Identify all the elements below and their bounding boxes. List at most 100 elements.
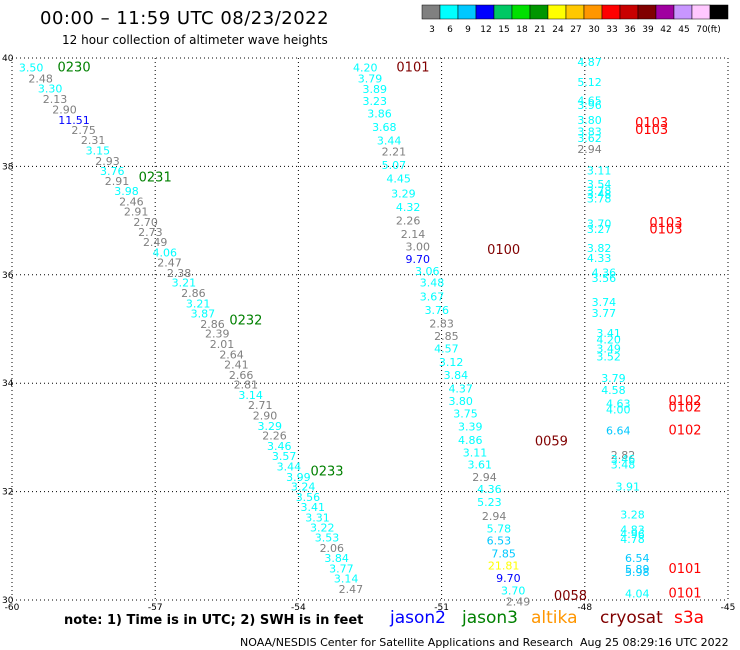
wave-height-value: 3.57 [272, 450, 297, 463]
x-tick-label: -51 [434, 603, 449, 613]
colorbar-label: 15 [498, 25, 509, 35]
pass-time-label: 0059 [535, 435, 568, 450]
wave-height-value: 3.86 [367, 108, 392, 121]
wave-height-value: 2.48 [28, 72, 53, 85]
legend-s3a: s3a [674, 608, 705, 628]
wave-height-value: 3.30 [38, 83, 63, 96]
colorbar-label: 33 [606, 25, 617, 35]
wave-height-value: 3.46 [611, 453, 636, 466]
wave-height-value: 2.13 [43, 93, 68, 106]
wave-height-value: 3.53 [315, 531, 340, 544]
colorbar-label: 12 [480, 25, 491, 35]
wave-height-value: 3.74 [592, 296, 617, 309]
wave-height-value: 3.77 [329, 562, 354, 575]
wave-height-value: 5.98 [625, 566, 650, 579]
wave-height-value: 6.53 [487, 535, 512, 548]
colorbar-label: 6 [447, 25, 453, 35]
y-tick-label: 30 [2, 596, 14, 606]
wave-height-value: 2.94 [577, 143, 602, 156]
legend-note: note: 1) Time is in UTC; 2) SWH is in fe… [64, 613, 364, 628]
wave-height-value: 3.28 [620, 509, 645, 522]
wave-height-value: 4.86 [458, 434, 483, 447]
colorbar-label: 45 [678, 25, 689, 35]
pass-time-label: 0100 [487, 243, 520, 258]
wave-height-value: 3.48 [611, 458, 636, 471]
colorbar-label: 39 [642, 25, 654, 35]
wave-height-value: 3.15 [86, 144, 111, 157]
wave-height-value: 3.87 [191, 308, 216, 321]
wave-height-value: 2.06 [320, 542, 345, 555]
wave-height-value: 2.73 [138, 226, 163, 239]
colorbar-label: 27 [570, 25, 581, 35]
colorbar-label: 21 [534, 25, 545, 35]
colorbar: 3 6 9 12 15 18 21 24 27 30 33 36 39 42 45 70 (ft) [421, 4, 729, 35]
wave-height-value: 2.86 [181, 287, 206, 300]
wave-height-value: 2.66 [229, 369, 254, 382]
wave-height-value: 4.37 [448, 382, 473, 395]
pass-time-label: 0103 [649, 216, 682, 231]
y-tick-label: 32 [2, 488, 13, 498]
wave-height-value: 2.90 [253, 410, 278, 423]
footer-timestamp: Aug 25 08:29:16 UTC 2022 [580, 636, 729, 649]
pass-time-label: 0101 [396, 61, 429, 76]
wave-height-value: 3.31 [305, 511, 330, 524]
wave-height-value: 3.89 [363, 83, 388, 96]
wave-height-value: 3.77 [592, 307, 617, 320]
colorbar-label: 42 [660, 25, 671, 35]
wave-height-value: 2.47 [157, 257, 182, 270]
wave-height-value: 4.06 [152, 246, 177, 259]
wave-height-value: 3.41 [596, 327, 621, 340]
wave-height-value: 3.70 [587, 218, 612, 231]
wave-height-value: 2.47 [339, 583, 364, 596]
wave-height-value: 3.76 [425, 304, 450, 317]
wave-height-value: 3.82 [587, 242, 612, 255]
wave-height-value: 2.86 [200, 318, 225, 331]
wave-height-value: 4.20 [596, 334, 621, 347]
legend-jason2: jason2 [390, 608, 446, 628]
x-tick-label: -54 [291, 603, 306, 613]
wave-height-value: 4.78 [620, 533, 645, 546]
wave-height-value: 4.87 [577, 56, 602, 69]
wave-height-value: 2.49 [143, 236, 168, 249]
wave-height-value: 5.12 [577, 76, 602, 89]
wave-height-value: 3.44 [377, 135, 402, 148]
pass-time-label: 0102 [668, 394, 701, 409]
wave-height-value: 2.39 [205, 328, 230, 341]
wave-height-value: 2.90 [52, 103, 77, 116]
footer-credit: NOAA/NESDIS Center for Satellite Applica… [240, 636, 574, 649]
wave-height-value: 3.06 [415, 265, 440, 278]
colorbar-label: 18 [516, 25, 528, 35]
wave-height-value: 5.07 [382, 159, 407, 172]
pass-time-label: 0230 [58, 61, 91, 76]
colorbar-label: 36 [624, 25, 636, 35]
pass-time-label: 0101 [668, 562, 701, 577]
pass-time-label: 0103 [635, 123, 668, 138]
wave-height-value: 4.36 [592, 266, 617, 279]
wave-height-value: 2.46 [119, 195, 144, 208]
y-tick-label: 34 [2, 379, 14, 389]
wave-height-value: 2.91 [105, 175, 130, 188]
wave-height-value: 4.63 [606, 398, 631, 411]
wave-height-value: 3.80 [577, 114, 602, 127]
wave-height-value: 2.94 [472, 471, 497, 484]
wave-height-value: 11.51 [58, 114, 90, 127]
colorbar-label: 24 [552, 25, 564, 35]
wave-height-value: 3.83 [577, 126, 602, 139]
wave-height-value: 3.46 [267, 440, 292, 453]
wave-height-value: 2.31 [81, 134, 106, 147]
wave-height-value: 2.71 [248, 399, 273, 412]
pass-time-label: 0103 [635, 116, 668, 131]
wave-height-value: 4.20 [353, 62, 378, 75]
wave-height-value: 2.14 [401, 228, 426, 241]
wave-height-value: 3.29 [258, 420, 283, 433]
wave-height-value: 3.91 [616, 481, 641, 494]
wave-height-value: 2.26 [396, 214, 421, 227]
wave-height-value: 2.85 [434, 330, 459, 343]
pass-time-label: 0102 [668, 424, 701, 439]
wave-height-value: 3.49 [596, 342, 621, 355]
colorbar-label: 70 [696, 25, 708, 35]
wave-height-value: 3.54 [587, 178, 612, 191]
pass-time-label: 0233 [310, 464, 343, 479]
pass-time-label: 0102 [668, 400, 701, 415]
wave-height-value: 2.26 [262, 430, 287, 443]
